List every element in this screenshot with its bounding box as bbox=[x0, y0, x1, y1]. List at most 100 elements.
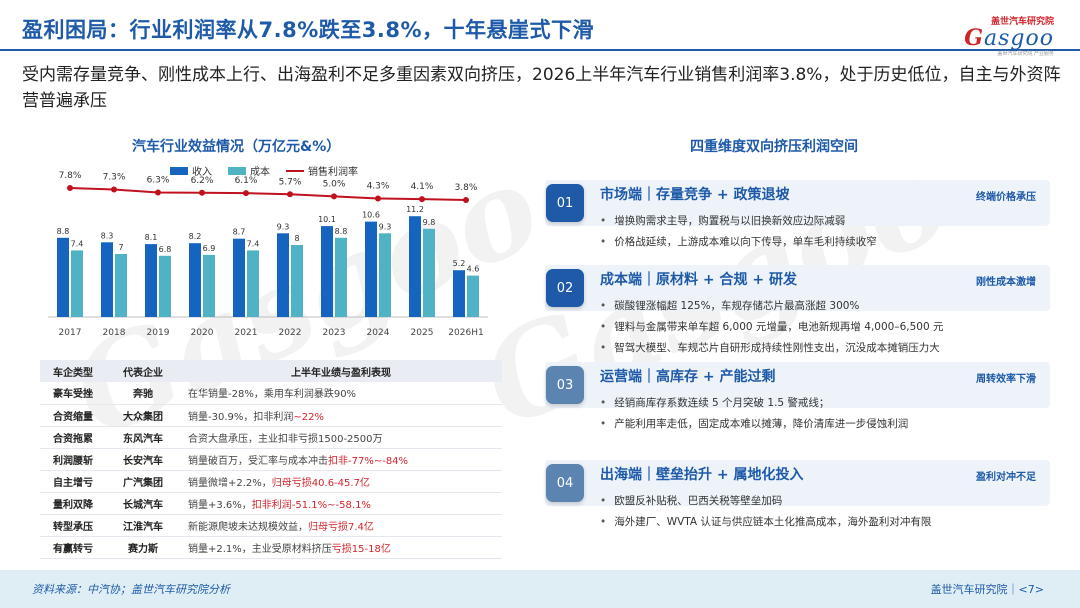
card-tag: 周转效率下滑 bbox=[976, 374, 1036, 385]
row-type: 转型承压 bbox=[40, 514, 106, 537]
bar-data-label: 8.8 bbox=[335, 227, 348, 236]
bar-data-label: 9.3 bbox=[379, 222, 392, 231]
bar-data-label: 7.4 bbox=[247, 239, 260, 248]
x-tick-label: 2017 bbox=[59, 328, 82, 338]
card-bullet: 价格战延续，上游成本难以向下传导，单车毛利持续收窄 bbox=[600, 234, 877, 249]
bar-cost bbox=[159, 255, 171, 317]
automaker-table: 车企类型 代表企业 上半年业绩与盈利表现 豪车受挫 奔驰 在华销量-28%，乘用车利… bbox=[40, 360, 502, 559]
col-header: 上半年业绩与盈利表现 bbox=[180, 360, 502, 382]
bar-cost bbox=[335, 237, 347, 317]
card-bullet: 锂料与金属带来单车超 6,000 元增量，电池新规再增 4,000–6,500 … bbox=[600, 319, 943, 334]
bar-data-label: 7.4 bbox=[71, 239, 84, 248]
logo-sub: 盖世汽车研究院 产业服务 bbox=[997, 51, 1054, 57]
bar-revenue bbox=[409, 216, 421, 317]
x-tick-label: 2018 bbox=[103, 328, 126, 338]
x-tick-label: 2022 bbox=[279, 328, 302, 338]
row-company: 奔驰 bbox=[106, 382, 180, 405]
card-number-badge: 01 bbox=[546, 184, 584, 222]
card-bullet: 智驾大模型、车规芯片自研形成持续性刚性支出，沉没成本摊销压力大 bbox=[600, 340, 940, 355]
col-header: 车企类型 bbox=[40, 360, 106, 382]
x-tick-label: 2025 bbox=[411, 328, 434, 338]
row-company: 大众集团 bbox=[106, 404, 180, 427]
bar-revenue bbox=[189, 243, 201, 317]
row-company: 江淮汽车 bbox=[106, 514, 180, 537]
panel-title: 四重维度双向挤压利润空间 bbox=[690, 139, 858, 155]
bar-data-label: 9.3 bbox=[277, 222, 290, 231]
margin-point bbox=[419, 196, 425, 203]
legend-swatch bbox=[170, 167, 188, 175]
bar-data-label: 9.8 bbox=[423, 218, 436, 227]
margin-data-label: 5.0% bbox=[323, 179, 346, 189]
table-row: 有赢转亏 赛力斯 销量+2.1%，主业受原材料挤压亏损15-18亿 bbox=[40, 536, 502, 559]
legend-swatch bbox=[228, 167, 246, 175]
bar-data-label: 5.2 bbox=[453, 259, 466, 268]
bar-revenue bbox=[145, 244, 157, 317]
x-tick-label: 2019 bbox=[147, 328, 170, 338]
logo-en: Gasgoo bbox=[964, 25, 1054, 51]
margin-data-label: 5.7% bbox=[279, 177, 302, 187]
card-tag: 终端价格承压 bbox=[976, 192, 1036, 203]
margin-point bbox=[243, 190, 249, 197]
row-company: 长安汽车 bbox=[106, 448, 180, 471]
margin-data-label: 7.8% bbox=[59, 171, 82, 181]
bar-data-label: 8 bbox=[294, 234, 299, 243]
source-note: 资料来源：中汽协；盖世汽车研究院分析 bbox=[32, 583, 230, 596]
row-company: 东风汽车 bbox=[106, 426, 180, 449]
row-performance: 销量+2.1%，主业受原材料挤压亏损15-18亿 bbox=[180, 536, 502, 559]
card-heading: 出海端｜壁垒抬升 + 属地化投入 bbox=[600, 467, 804, 483]
x-tick-label: 2020 bbox=[191, 328, 214, 338]
summary-text: 受内需存量竞争、刚性成本上行、出海盈利不足多重因素双向挤压，2026上半年汽车行… bbox=[22, 65, 1061, 111]
benefit-chart: 收入 成本 销售利润率8.87.420178.3720188.16.820198.2… bbox=[48, 165, 488, 338]
card-number-badge: 02 bbox=[546, 269, 584, 307]
bar-cost bbox=[379, 233, 391, 317]
bar-cost bbox=[71, 250, 83, 317]
margin-point bbox=[375, 195, 381, 202]
bar-data-label: 8.8 bbox=[57, 227, 70, 236]
margin-point bbox=[331, 193, 337, 200]
card-number-badge: 04 bbox=[546, 464, 584, 502]
bar-cost bbox=[115, 254, 127, 317]
card-tag: 盈利对冲不足 bbox=[976, 472, 1036, 483]
bar-cost bbox=[291, 245, 303, 317]
table-row: 合资缩量 大众集团 销量-30.9%，扣非利润~22% bbox=[40, 404, 502, 427]
row-performance: 销量+3.6%，扣非利润-51.1%~-58.1% bbox=[180, 492, 502, 515]
row-company: 长城汽车 bbox=[106, 492, 180, 515]
bar-revenue bbox=[453, 270, 465, 317]
table-row: 合资拖累 东风汽车 合资大盘承压，主业扣非亏损1500-2500万 bbox=[40, 426, 502, 449]
margin-data-label: 6.1% bbox=[235, 176, 258, 186]
row-type: 自主增亏 bbox=[40, 470, 106, 493]
margin-point bbox=[67, 185, 73, 191]
card-number-badge: 03 bbox=[546, 366, 584, 404]
chart-title: 汽车行业效益情况（万亿元&%） bbox=[132, 139, 341, 155]
card-tag: 刚性成本激增 bbox=[976, 277, 1036, 288]
bar-revenue bbox=[101, 242, 113, 317]
x-tick-label: 2026H1 bbox=[448, 328, 483, 338]
card-bullet: 产能利用率走低，固定成本难以摊薄，降价清库进一步侵蚀利润 bbox=[600, 416, 908, 431]
bar-data-label: 6.8 bbox=[159, 245, 172, 254]
page-title: 盈利困局：行业利润率从7.8%跌至3.8%，十年悬崖式下滑 bbox=[22, 18, 594, 42]
margin-data-label: 6.3% bbox=[147, 176, 170, 186]
bar-cost bbox=[203, 254, 215, 317]
row-company: 广汽集团 bbox=[106, 470, 180, 493]
table-row: 利润腰斩 长安汽车 销量破百万，受汇率与成本冲击扣非-77%~-84% bbox=[40, 448, 502, 471]
table-row: 转型承压 江淮汽车 新能源爬坡未达规模效益，归母亏损7.4亿 bbox=[40, 514, 502, 537]
footer-brand: 盖世汽车研究院｜<7> bbox=[930, 583, 1044, 596]
row-type: 豪车受挫 bbox=[40, 382, 106, 405]
margin-line bbox=[69, 187, 467, 201]
bar-data-label: 7 bbox=[118, 243, 123, 252]
title-divider bbox=[0, 49, 1080, 51]
row-type: 合资拖累 bbox=[40, 426, 106, 449]
bar-data-label: 4.6 bbox=[467, 265, 480, 274]
row-performance: 在华销量-28%，乘用车利润暴跌90% bbox=[180, 382, 502, 405]
bar-cost bbox=[423, 228, 435, 317]
legend-label: 销售利润率 bbox=[308, 165, 358, 178]
card-heading: 运营端｜高库存 + 产能过剩 bbox=[600, 369, 776, 385]
table-row: 量利双降 长城汽车 销量+3.6%，扣非利润-51.1%~-58.1% bbox=[40, 492, 502, 515]
bar-data-label: 8.1 bbox=[145, 233, 158, 242]
x-tick-label: 2024 bbox=[367, 328, 390, 338]
row-type: 有赢转亏 bbox=[40, 536, 106, 559]
x-tick-label: 2023 bbox=[323, 328, 346, 338]
card-heading: 成本端｜原材料 + 合规 + 研发 bbox=[600, 272, 797, 288]
bar-data-label: 11.2 bbox=[406, 205, 424, 214]
bar-revenue bbox=[57, 237, 69, 317]
